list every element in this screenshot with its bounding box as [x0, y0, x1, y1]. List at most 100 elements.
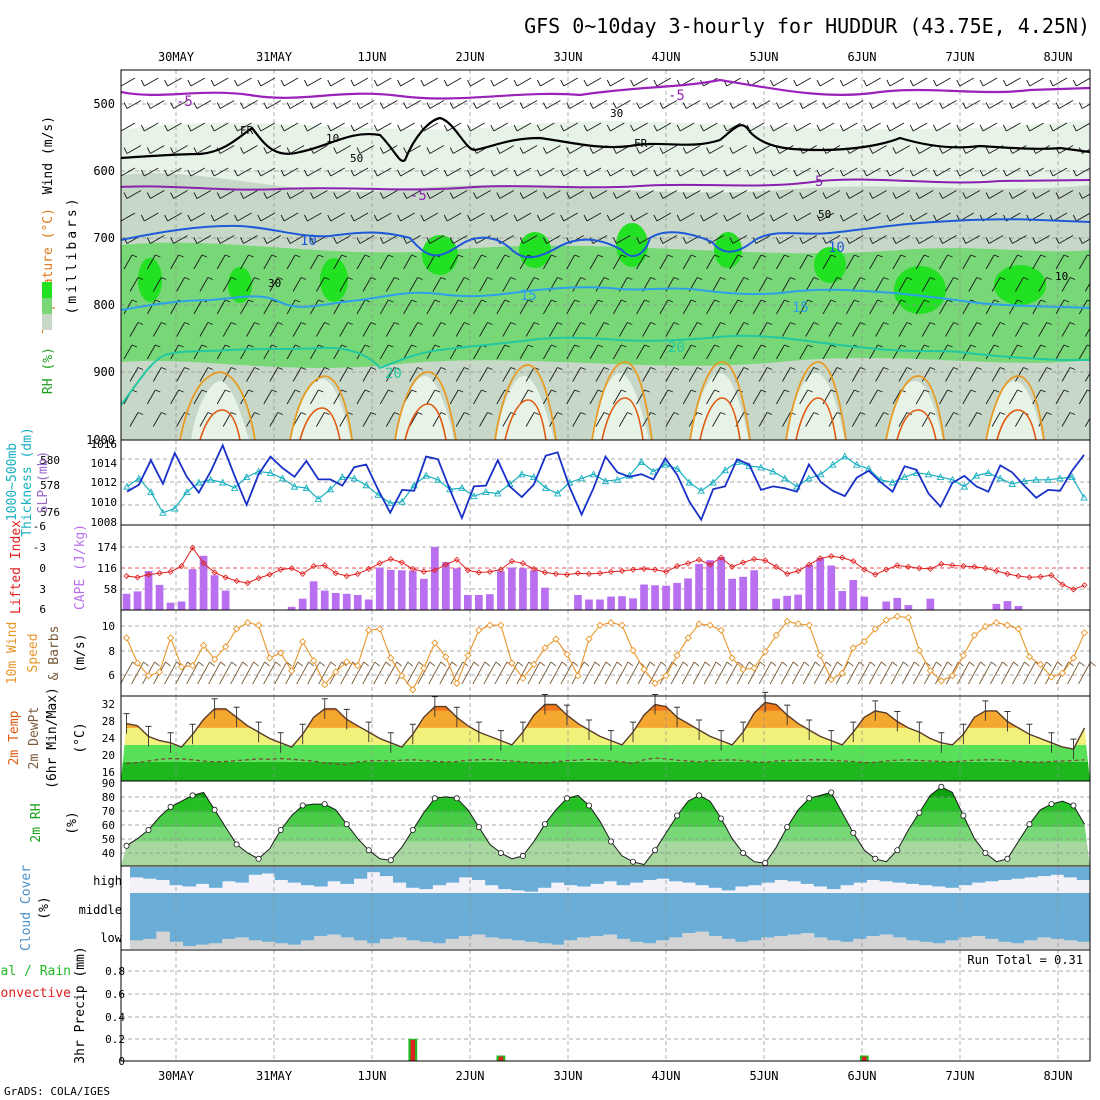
lifted-index-point [420, 568, 427, 575]
upper-wind-barb [420, 167, 439, 177]
surface-wind-barb [824, 661, 843, 685]
thickness-point [601, 477, 610, 485]
surface-wind-barb [956, 661, 975, 685]
temp-minmax-bar [453, 706, 460, 728]
upper-wind-barb [746, 167, 765, 177]
upper-wind-barb [286, 145, 305, 154]
precip-panel-frame [120, 949, 1091, 1062]
date-label: 2JUN [456, 1069, 485, 1083]
upper-wind-barb [362, 322, 377, 337]
upper-wind-barb [432, 367, 447, 382]
upper-wind-barb [123, 190, 142, 199]
cloud-middle-bar [353, 893, 368, 920]
upper-wind-barb [187, 167, 206, 177]
cloud-high-bar [327, 867, 341, 882]
thickness-point [266, 468, 275, 476]
upper-wind-barb [682, 254, 697, 270]
lifted-index-point [762, 557, 769, 564]
upper-wind-barb [193, 254, 208, 270]
upper-wind-barb [921, 322, 936, 337]
upper-wind-barb [1084, 327, 1090, 337]
upper-wind-barb [915, 100, 934, 109]
thickness-point [206, 475, 215, 483]
temp-minmax-bar [145, 725, 152, 747]
upper-wind-barb [309, 100, 328, 109]
cloud-high-bar [301, 867, 315, 886]
upper-wind-barb [729, 299, 743, 315]
y-tick: 578 [40, 479, 60, 492]
y-tick: 1012 [91, 476, 118, 489]
temp-minmax-bar [519, 721, 526, 743]
cape-bar [464, 595, 472, 610]
rh-point [1070, 802, 1077, 809]
thickness-point [529, 473, 538, 480]
upper-wind-barb [659, 299, 674, 315]
date-label: 7JUN [946, 1069, 975, 1083]
upper-wind-barb [339, 367, 353, 382]
upper-wind-barb [799, 254, 813, 270]
wind-speed-point [882, 616, 890, 624]
upper-wind-barb [1078, 102, 1090, 109]
upper-wind-barb [123, 344, 138, 360]
rh-y-ticks: 40 50 60 70 80 90 [102, 777, 115, 860]
cape-bar [794, 594, 802, 610]
cloud-low-bar [130, 940, 144, 949]
cape-bar [640, 584, 648, 610]
upper-wind-barb [199, 322, 214, 337]
cloud-high-bar [642, 867, 657, 880]
upper-wind-barb [403, 254, 417, 270]
thickness-point [1068, 473, 1076, 480]
wind-speed-point [1036, 660, 1045, 669]
cloud-low-bar [984, 938, 999, 950]
lifted-index-point [299, 570, 306, 577]
thickness-point [972, 471, 981, 479]
upper-wind-barb [455, 367, 470, 382]
upper-wind-barb [566, 100, 584, 109]
wind-speed-point [717, 626, 725, 634]
temp-band [121, 761, 1090, 781]
upper-wind-barb [782, 367, 796, 382]
upper-wind-barb [356, 299, 371, 315]
upper-wind-barb [1032, 254, 1046, 270]
upper-wind-barb [542, 145, 561, 154]
y-tick: 576 [40, 506, 60, 519]
cloud-low-bar [485, 937, 499, 949]
upper-wind-barb [700, 122, 718, 132]
upper-wind-barb [659, 190, 678, 199]
rh-point [806, 795, 813, 802]
upper-wind-barb [121, 77, 136, 87]
upper-wind-barb [572, 277, 586, 292]
surface-wind-barb [901, 661, 920, 685]
upper-wind-barb [455, 277, 470, 292]
upper-wind-barb [403, 235, 421, 244]
cloud-high-bar [905, 867, 920, 884]
wind-speed-point [640, 665, 648, 674]
upper-wind-barb [566, 190, 584, 199]
upper-wind-barb [193, 389, 208, 405]
upper-wind-barb [216, 344, 231, 360]
cape-lifted-panel: -6 -3 0 3 6 58 116 174 Lifted Index CAPE… [9, 520, 1091, 616]
precip-label-3: 3hr Precip (mm) [73, 946, 88, 1063]
wind-speed-point [398, 672, 406, 680]
rh-point [828, 789, 835, 796]
upper-wind-barb [676, 122, 695, 132]
upper-wind-barb [385, 367, 400, 382]
rh-point [564, 795, 571, 802]
thickness-point [769, 467, 777, 475]
cloud-low-bar [261, 941, 276, 950]
thickness-point [900, 473, 909, 480]
wind-speed-point [673, 651, 681, 660]
upper-wind-barb [1061, 412, 1076, 427]
wind-speed-point [243, 619, 252, 627]
cloud-low-bar [721, 938, 736, 950]
wind-speed-point [1025, 653, 1034, 661]
contour-30 [199, 397, 1037, 440]
upper-wind-barb [589, 299, 604, 315]
upper-wind-barb [630, 212, 648, 222]
upper-wind-barb [1055, 344, 1070, 360]
upper-wind-barb [129, 277, 144, 292]
upper-wind-barb [473, 299, 487, 315]
cloud-middle-bar [1076, 893, 1091, 920]
cloud-low-bar [774, 936, 788, 950]
lifted-index-point [475, 569, 482, 576]
